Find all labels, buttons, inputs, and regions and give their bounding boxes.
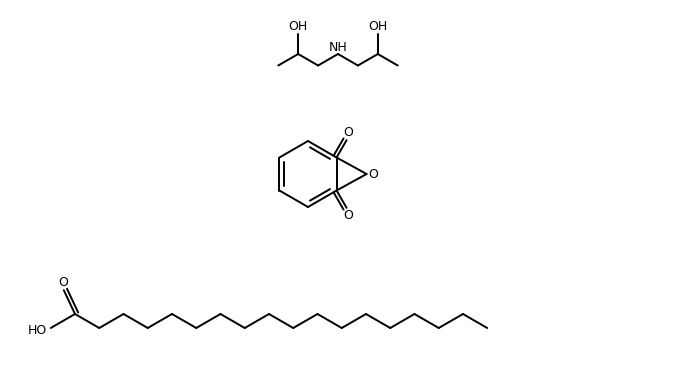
Text: O: O (369, 168, 378, 180)
Text: OH: OH (368, 20, 387, 33)
Text: O: O (344, 209, 353, 222)
Text: HO: HO (28, 324, 47, 337)
Text: O: O (344, 126, 353, 139)
Text: O: O (58, 276, 68, 289)
Text: OH: OH (289, 20, 308, 33)
Text: NH: NH (329, 41, 347, 54)
